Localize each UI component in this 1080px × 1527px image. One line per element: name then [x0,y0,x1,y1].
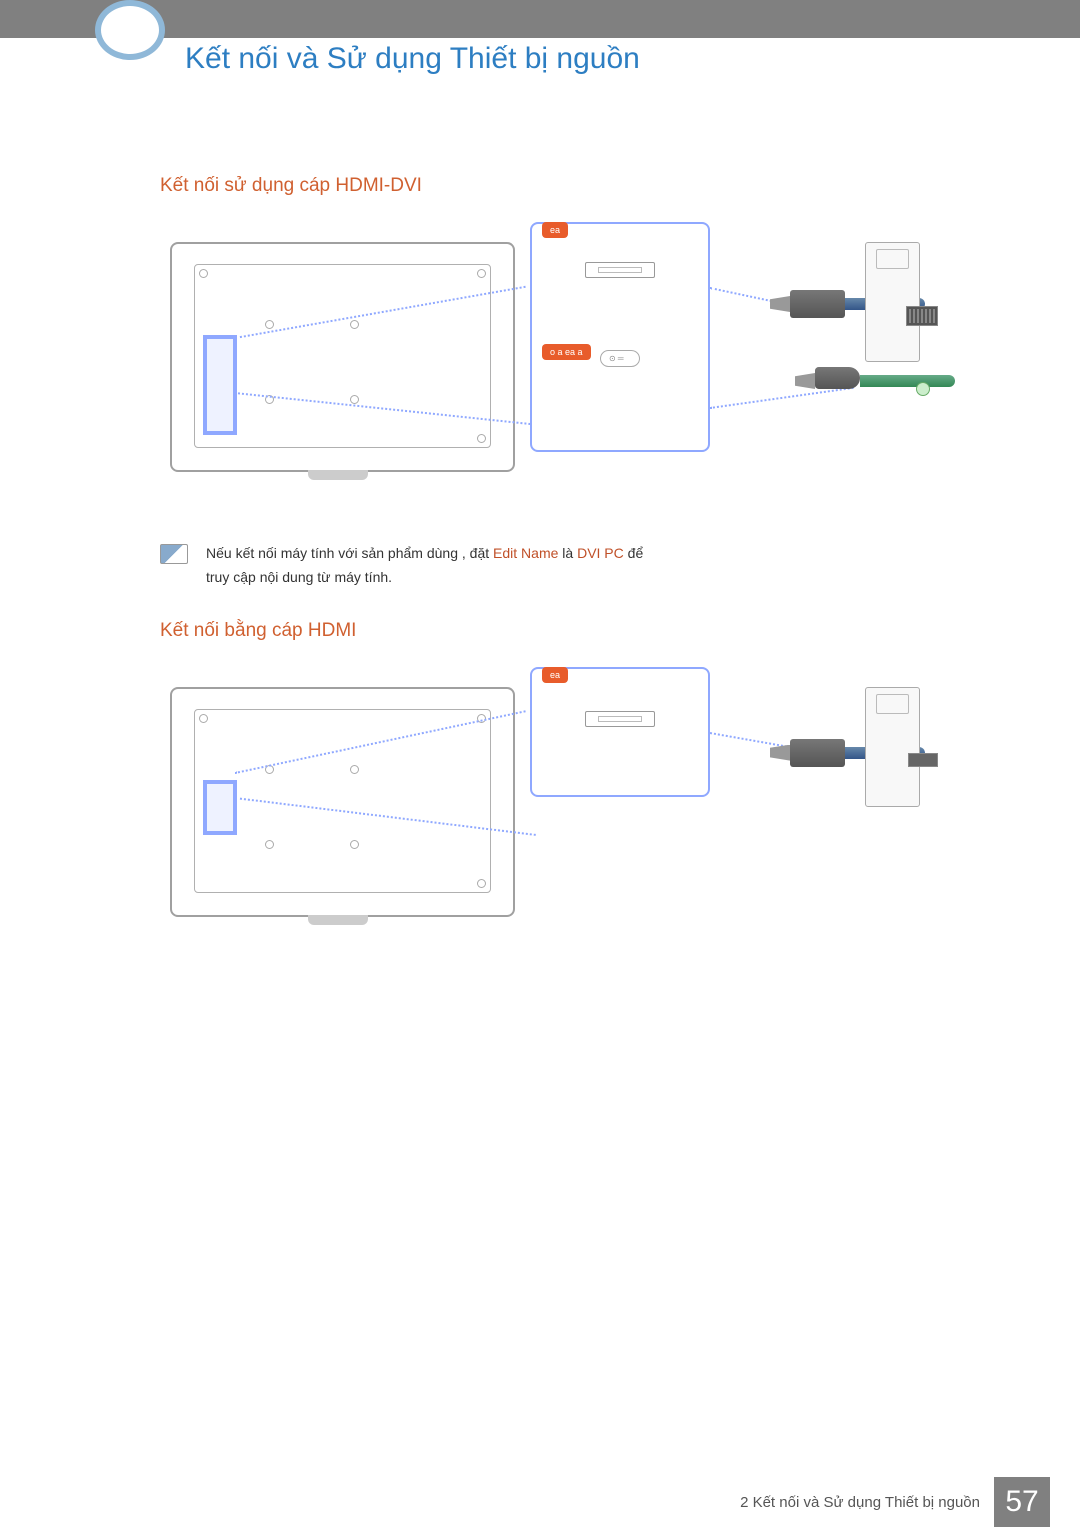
port-closeup-2: ea [530,667,710,797]
port-label-hdmi-2: ea [542,667,568,683]
monitor-rear-2 [170,687,515,917]
diagram-hdmi-dvi: ea o a ea a ⊙ ═ [160,222,920,502]
monitor-rear [170,242,515,472]
note-icon [160,544,188,564]
hdmi-cable-icon [790,739,845,767]
port-label-audio: o a ea a [542,344,591,360]
info-note: Nếu kết nối máy tính với sản phẩm dùng ,… [160,542,980,590]
section2-title: Kết nối bằng cáp HDMI [160,620,980,642]
edit-name-label: Edit Name [493,545,558,561]
chapter-number-bubble [95,0,165,60]
pc-tower-2 [865,687,920,807]
hdmi-port-icon-2 [585,711,655,727]
audio-jack-icon [916,382,930,396]
page-title: Kết nối và Sử dụng Thiết bị nguồn [185,42,640,76]
section1-title: Kết nối sử dụng cáp HDMI-DVI [160,175,980,197]
port-label-hdmi: ea [542,222,568,238]
audio-cable-icon [815,367,860,389]
audio-port-icon: ⊙ ═ [600,350,640,367]
monitor-panel [194,264,491,448]
page-footer: 2 Kết nối và Sử dụng Thiết bị nguồn 57 [0,1477,1080,1527]
hdmi-dvi-cable-icon [790,290,845,318]
page-content: Kết nối sử dụng cáp HDMI-DVI ea [160,175,980,987]
footer-chapter-text: 2 Kết nối và Sử dụng Thiết bị nguồn [740,1494,980,1511]
dvi-port-icon [906,306,938,326]
diagram-hdmi: ea [160,667,920,947]
port-closeup: ea o a ea a ⊙ ═ [530,222,710,452]
note-text: Nếu kết nối máy tính với sản phẩm dùng ,… [206,542,643,590]
page-number: 57 [994,1477,1050,1527]
hdmi-pc-port-icon [908,753,938,767]
hdmi-port-icon [585,262,655,278]
dvi-pc-label: DVI PC [577,545,624,561]
pc-tower [865,242,920,362]
